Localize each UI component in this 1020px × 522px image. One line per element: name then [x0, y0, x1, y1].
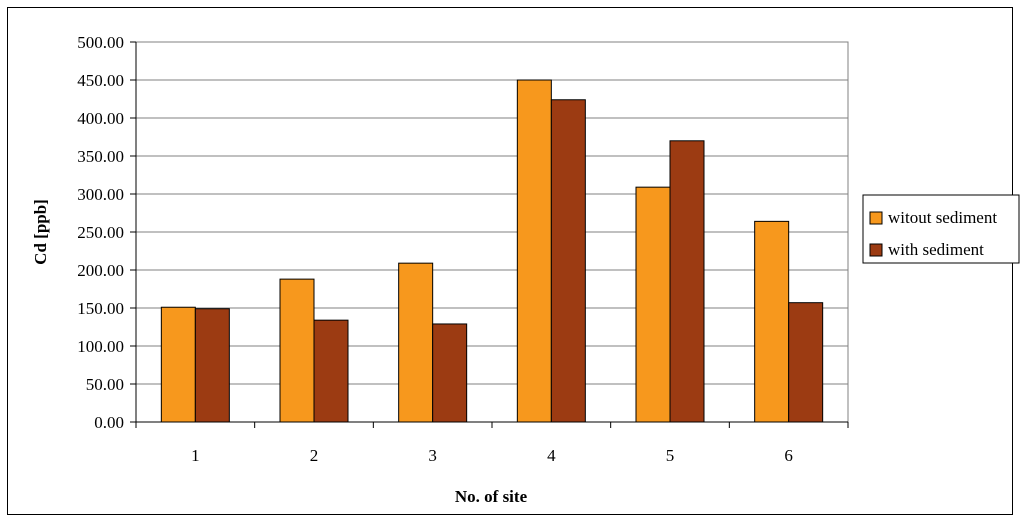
bar-with-sediment-site-3: [432, 323, 468, 423]
bar-witout-sediment-site-2: [279, 278, 315, 423]
legend-swatch-with-sediment: [869, 243, 883, 257]
y-tick-label: 150.00: [77, 299, 124, 318]
bar-with-sediment-site-4: [550, 99, 586, 423]
y-tick-label: 500.00: [77, 33, 124, 52]
y-tick-label: 250.00: [77, 223, 124, 242]
y-axis-title: Cd [ppb]: [31, 199, 50, 265]
x-tick-label: 3: [428, 446, 437, 465]
y-tick-label: 350.00: [77, 147, 124, 166]
x-tick-labels: 1 2 3 4 5 6: [191, 446, 793, 465]
legend-swatch-witout-sediment: [869, 211, 883, 225]
legend-box: [862, 194, 1020, 264]
legend-label-with-sediment: with sediment: [888, 240, 984, 259]
legend: witout sediment with sediment: [862, 194, 1020, 264]
bar-witout-sediment-site-4: [516, 79, 552, 423]
bar-with-sediment-site-6: [788, 302, 824, 423]
bar-with-sediment-site-1: [194, 308, 230, 423]
gridlines: [136, 79, 848, 385]
bar-with-sediment-site-2: [313, 319, 349, 423]
x-tick-label: 1: [191, 446, 200, 465]
x-tick-label: 5: [666, 446, 675, 465]
bar-witout-sediment-site-6: [754, 220, 790, 423]
x-tick-label: 4: [547, 446, 556, 465]
y-tick-label: 0.00: [94, 413, 124, 432]
y-tick-labels: 0.00 50.00 100.00 150.00 200.00 250.00 300.00 3…: [77, 33, 124, 432]
y-tick-label: 300.00: [77, 185, 124, 204]
x-tick-label: 6: [784, 446, 793, 465]
bar-witout-sediment-site-5: [635, 186, 671, 423]
y-tick-label: 400.00: [77, 109, 124, 128]
y-tick-label: 50.00: [86, 375, 124, 394]
legend-label-witout-sediment: witout sediment: [888, 208, 997, 227]
x-axis-title: No. of site: [455, 487, 528, 506]
bar-witout-sediment-site-1: [160, 306, 196, 423]
y-tick-label: 100.00: [77, 337, 124, 356]
y-tick-label: 450.00: [77, 71, 124, 90]
bars: [160, 79, 824, 423]
x-tick-label: 2: [310, 446, 319, 465]
y-tick-label: 200.00: [77, 261, 124, 280]
axes: [130, 41, 849, 428]
bar-witout-sediment-site-3: [398, 262, 434, 423]
bar-with-sediment-site-5: [669, 140, 705, 423]
